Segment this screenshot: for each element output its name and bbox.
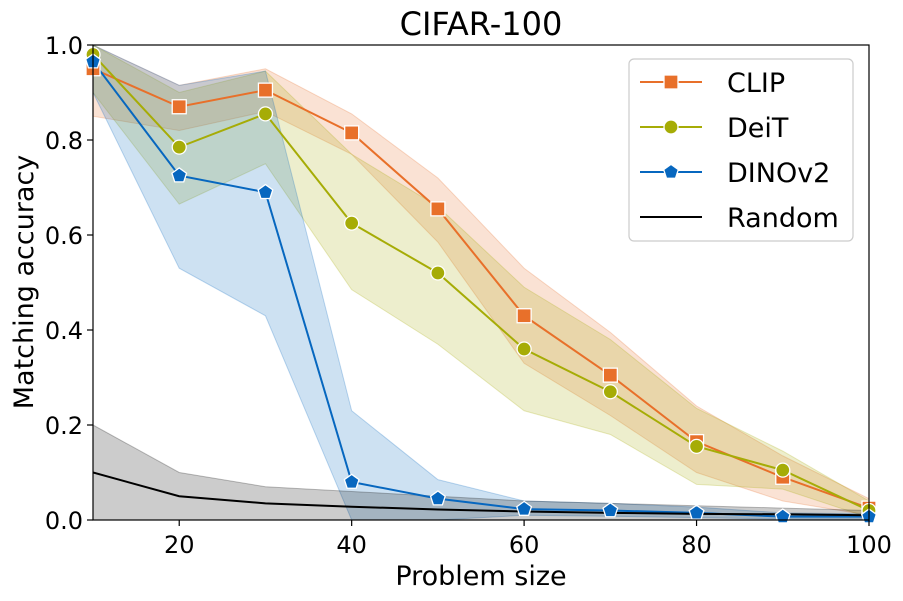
clip-point [430, 201, 446, 217]
deit-point [516, 341, 532, 357]
random-line [93, 471, 869, 517]
clip-point [344, 125, 360, 141]
dinov2-point [516, 500, 533, 516]
chart-title: CIFAR-100 [400, 5, 563, 43]
clip-point [516, 308, 532, 324]
x-tick-label: 80 [681, 531, 712, 559]
clip-legend-marker [663, 74, 679, 90]
series-lines [93, 53, 869, 518]
dinov2-point [257, 183, 274, 200]
y-tick-label: 0.4 [45, 317, 83, 345]
clip-confidence-band [93, 45, 869, 516]
clip-legend-label: CLIP [727, 68, 785, 99]
deit-point [257, 106, 274, 122]
legend-box [628, 58, 854, 242]
clip-point [602, 367, 618, 383]
deit-point [171, 139, 187, 155]
clip-point [171, 99, 187, 115]
y-axis-title: Matching accuracy [9, 155, 40, 410]
y-tick-label: 0.6 [45, 222, 83, 250]
dinov2-legend-label: DINOv2 [727, 158, 830, 189]
x-axis-title: Problem size [395, 561, 566, 592]
deit-point [688, 438, 705, 455]
random-legend-label: Random [727, 203, 839, 234]
x-tick-label: 40 [336, 531, 367, 559]
x-axis: 20 40 60 80 100 [164, 520, 892, 559]
random-confidence-band [93, 424, 869, 520]
deit-point [344, 215, 360, 231]
confidence-bands [93, 45, 869, 520]
dinov2-point [602, 501, 619, 518]
x-tick-label: 60 [509, 531, 540, 559]
y-tick-label: 1.0 [45, 32, 83, 60]
x-tick-label: 100 [846, 531, 892, 559]
plot-frame [92, 44, 870, 521]
deit-line [93, 53, 869, 512]
clip-line [93, 67, 869, 510]
dinov2-point [688, 504, 705, 520]
dinov2-point [171, 167, 188, 183]
x-tick-label: 20 [164, 531, 195, 559]
y-tick-label: 0.8 [45, 127, 83, 155]
clip-point [257, 82, 274, 98]
y-axis: 0.0 0.2 0.4 0.6 0.8 1.0 [45, 32, 93, 535]
dinov2-legend-marker [662, 163, 680, 179]
dinov2-confidence-band [93, 45, 869, 520]
deit-legend-marker [663, 119, 679, 135]
dinov2-point [429, 490, 446, 506]
deit-confidence-band [93, 45, 869, 519]
dinov2-point [343, 473, 360, 489]
deit-point [430, 265, 446, 281]
deit-point [775, 462, 791, 478]
deit-point [602, 384, 618, 400]
y-tick-label: 0.0 [45, 507, 83, 535]
deit-legend-label: DeiT [727, 113, 789, 144]
y-tick-label: 0.2 [45, 412, 83, 440]
legend: CLIP DeiT DINOv2 Random [628, 58, 854, 242]
